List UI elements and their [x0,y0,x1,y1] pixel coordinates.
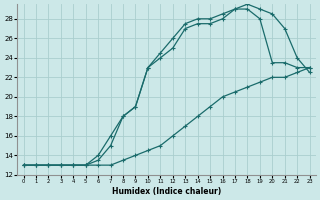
X-axis label: Humidex (Indice chaleur): Humidex (Indice chaleur) [112,187,221,196]
